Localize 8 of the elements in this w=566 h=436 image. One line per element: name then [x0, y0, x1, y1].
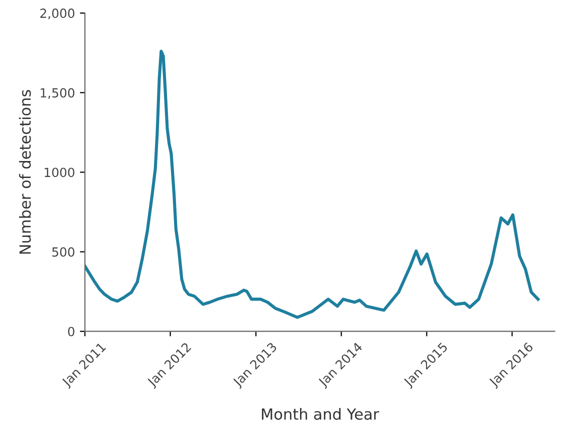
y-tick-label: 2,000: [40, 8, 74, 20]
y-tick-label: 0: [68, 326, 74, 336]
x-axis-title: Month and Year: [262, 408, 380, 420]
y-axis-title: Number of detections: [19, 90, 31, 254]
y-tick-label: 1000: [44, 168, 74, 178]
line-series: [84, 50, 540, 319]
y-tick-label: 1,500: [40, 88, 74, 99]
y-tick-label: 500: [52, 247, 74, 257]
